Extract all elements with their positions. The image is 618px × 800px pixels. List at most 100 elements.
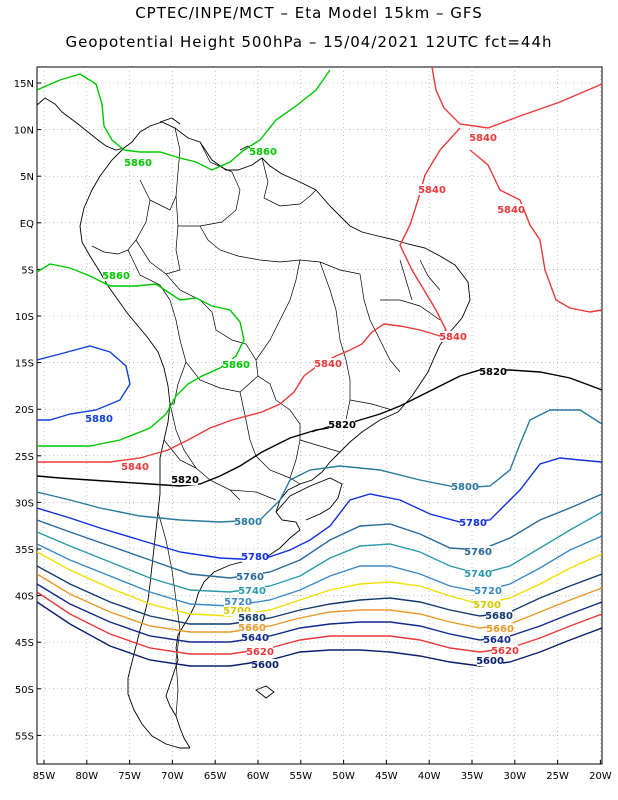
contour-label: 5720 xyxy=(474,586,502,597)
contour-label: 5860 xyxy=(222,360,250,371)
contour-label: 5800 xyxy=(451,482,479,493)
contour-label: 5600 xyxy=(476,656,504,667)
map-subtitle: Geopotential Height 500hPa – 15/04/2021 … xyxy=(65,33,553,51)
contour-label-bg xyxy=(239,612,265,623)
contour-label-bg xyxy=(103,270,129,281)
lat-label: EQ xyxy=(20,219,34,230)
contour-label: 5840 xyxy=(497,205,525,216)
lat-label: 5N xyxy=(20,172,34,183)
contour-label-bg xyxy=(237,571,263,582)
lat-label: 25S xyxy=(15,452,34,463)
contour-label: 5620 xyxy=(491,646,519,657)
contour-label-bg xyxy=(440,331,466,342)
contour-5840-east xyxy=(469,149,602,313)
contour-label: 5820 xyxy=(328,420,356,431)
contour-label: 5740 xyxy=(464,569,492,580)
contour-label: 5700 xyxy=(223,606,251,617)
contour-5800 xyxy=(37,409,602,523)
contour-5720 xyxy=(37,535,602,607)
contour-5680 xyxy=(37,565,602,625)
contour-label: 5860 xyxy=(249,147,277,158)
map-title: CPTEC/INPE/MCT – Eta Model 15km – GFS xyxy=(135,4,483,22)
lat-label: 20S xyxy=(15,405,34,416)
contour-label: 5700 xyxy=(473,600,501,611)
lat-label: 5S xyxy=(21,265,34,276)
contour-label: 5680 xyxy=(238,613,266,624)
lon-label: 65W xyxy=(204,771,227,782)
lon-label: 45W xyxy=(375,771,398,782)
contour-label-bg xyxy=(223,359,249,370)
lat-label: 15S xyxy=(15,359,34,370)
contour-label-bg xyxy=(239,622,265,633)
lon-label: 35W xyxy=(461,771,484,782)
lon-label: 60W xyxy=(247,771,270,782)
lat-label: 10S xyxy=(15,312,34,323)
contour-label-bg xyxy=(480,366,506,377)
lon-label: 75W xyxy=(118,771,141,782)
contour-label: 5760 xyxy=(236,572,264,583)
contour-5740 xyxy=(37,511,602,593)
contour-label-bg xyxy=(477,655,503,666)
contour-label-bg xyxy=(235,516,261,527)
contour-5660 xyxy=(37,573,602,633)
contour-label-bg xyxy=(172,474,198,485)
contour-label: 5840 xyxy=(121,462,149,473)
contour-label: 5660 xyxy=(486,624,514,635)
contour-5780 xyxy=(37,457,602,561)
lon-label: 30W xyxy=(503,771,526,782)
contour-label-bg xyxy=(470,132,496,143)
contour-label: 5860 xyxy=(102,271,130,282)
contour-5840-mid xyxy=(37,127,461,463)
contour-label-bg xyxy=(465,546,491,557)
contour-label-bg xyxy=(475,585,501,596)
contour-label-bg xyxy=(329,419,355,430)
lon-label: 80W xyxy=(75,771,98,782)
contour-label-bg xyxy=(225,596,251,607)
contour-5840-north xyxy=(431,67,602,129)
contour-label-bg xyxy=(484,634,510,645)
contour-5700 xyxy=(37,551,602,617)
contour-label: 5780 xyxy=(459,518,487,529)
contour-label-bg xyxy=(125,157,151,168)
lat-label: 10N xyxy=(14,126,34,137)
lat-label: 45S xyxy=(15,638,34,649)
contour-label-bg xyxy=(419,184,445,195)
contour-label-bg xyxy=(224,605,250,616)
contour-label: 5600 xyxy=(251,660,279,671)
contour-5640 xyxy=(37,583,602,643)
latitude-labels: 15N 10N 5N EQ 5S 10S 15S 20S 25S 30S 35S 40S 45S 50S 5… xyxy=(14,79,41,742)
contour-5760 xyxy=(37,493,602,579)
contour-label: 5780 xyxy=(241,552,269,563)
contour-label-bg xyxy=(492,645,518,656)
contour-label-bg xyxy=(315,358,341,369)
country-borders xyxy=(91,127,441,717)
contour-labels: 5840 5840 5840 5840 5840 5840 5860 5860 5860 5860… xyxy=(85,132,525,671)
contour-label-bg xyxy=(247,646,273,657)
contour-label: 5640 xyxy=(483,635,511,646)
contour-label: 5740 xyxy=(238,586,266,597)
contour-label-bg xyxy=(460,517,486,528)
contour-label: 5820 xyxy=(171,475,199,486)
lon-label: 55W xyxy=(289,771,312,782)
contour-label-bg xyxy=(242,551,268,562)
lat-label: 40S xyxy=(15,592,34,603)
lon-label: 40W xyxy=(418,771,441,782)
contour-5600 xyxy=(37,601,602,667)
lon-label: 25W xyxy=(546,771,569,782)
contour-label-bg xyxy=(498,204,524,215)
lon-label: 20W xyxy=(589,771,612,782)
contour-5880 xyxy=(37,345,131,421)
contour-label: 5620 xyxy=(246,647,274,658)
contour-label: 5760 xyxy=(464,547,492,558)
contour-label-bg xyxy=(465,568,491,579)
contour-label: 5860 xyxy=(124,158,152,169)
contour-label-bg xyxy=(252,659,278,670)
lat-label: 55S xyxy=(15,731,34,742)
lat-label: 35S xyxy=(15,545,34,556)
lon-label: 70W xyxy=(161,771,184,782)
contour-label: 5800 xyxy=(234,517,262,528)
contour-label-bg xyxy=(474,599,500,610)
contour-label: 5840 xyxy=(469,133,497,144)
contour-label-bg xyxy=(86,413,112,424)
